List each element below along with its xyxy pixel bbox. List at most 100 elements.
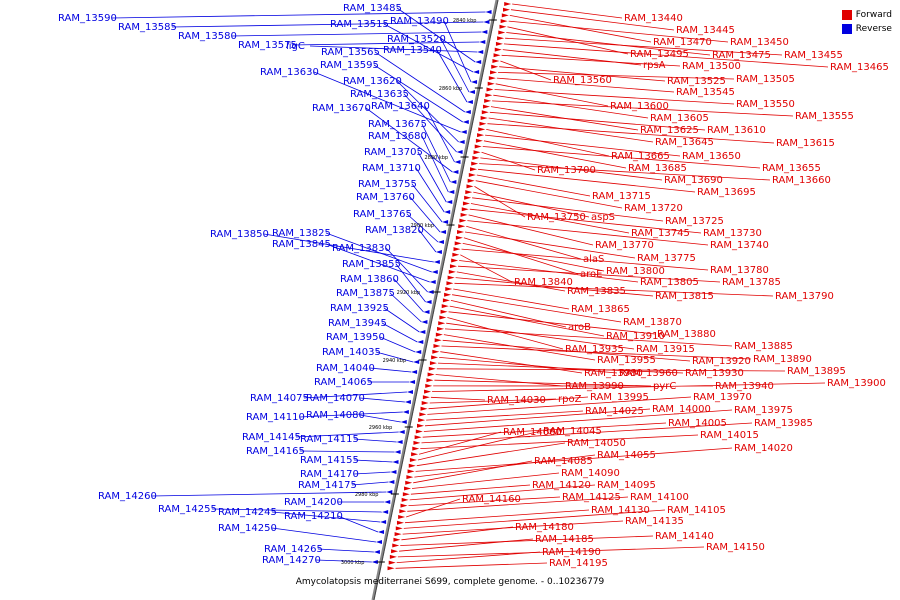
reverse-gene-label: RAM_13675	[368, 119, 427, 130]
scale-tick-label: 2860 kbp	[439, 86, 463, 92]
forward-feature	[439, 315, 447, 320]
reverse-feature	[440, 230, 447, 234]
forward-leader-line	[468, 214, 594, 246]
reverse-feature	[485, 10, 492, 14]
reverse-feature	[442, 220, 449, 224]
reverse-leader-line	[359, 414, 401, 423]
forward-leader-line	[432, 382, 826, 392]
forward-feature	[401, 497, 409, 502]
forward-gene-label: RAM_13545	[676, 87, 735, 98]
forward-feature	[499, 24, 507, 29]
reverse-feature	[446, 200, 453, 204]
reverse-feature	[400, 420, 407, 424]
reverse-leader-line	[379, 336, 416, 353]
forward-gene-label: RAM_14105	[667, 505, 726, 516]
forward-gene-label: RAM_13560	[553, 75, 612, 86]
reverse-leader-line	[231, 31, 482, 37]
reverse-gene-label: RAM_14065	[314, 377, 373, 388]
forward-gene-label: RAM_13730	[703, 228, 762, 239]
forward-gene-label: RAM_14120	[532, 480, 591, 491]
forward-gene-label: RAM_14100	[630, 492, 689, 503]
forward-leader-line	[479, 163, 771, 181]
forward-gene-label: RAM_13785	[722, 277, 781, 288]
reverse-gene-label: RAM_14165	[246, 446, 305, 457]
forward-gene-label: RAM_13920	[692, 356, 751, 367]
forward-gene-label: RAM_13465	[830, 62, 889, 73]
reverse-gene-label: RAM_14110	[246, 412, 305, 423]
forward-leader-line	[442, 339, 691, 362]
forward-feature	[445, 287, 453, 291]
forward-leader-line	[428, 396, 589, 410]
forward-leader-line	[406, 498, 461, 518]
reverse-gene-label: RAM_13635	[350, 89, 409, 100]
forward-feature	[462, 201, 470, 206]
reverse-feature	[375, 540, 382, 544]
forward-gene-label: aroE	[580, 269, 602, 280]
reverse-feature	[477, 50, 484, 54]
forward-leader-line	[475, 180, 623, 209]
forward-gene-label: RAM_13930	[685, 368, 744, 379]
forward-feature	[412, 446, 420, 451]
forward-leader-line	[467, 220, 709, 246]
forward-feature	[470, 167, 478, 172]
forward-feature	[394, 532, 402, 537]
reverse-leader-line	[395, 263, 426, 303]
forward-leader-line	[486, 129, 610, 157]
forward-feature	[453, 247, 461, 252]
reverse-leader-line	[291, 41, 480, 46]
forward-feature	[444, 292, 452, 297]
forward-leader-line	[452, 294, 622, 323]
reverse-leader-line	[381, 322, 418, 343]
forward-feature	[427, 372, 435, 377]
forward-gene-label: RAM_14130	[591, 505, 650, 516]
forward-leader-line	[505, 37, 783, 56]
reverse-feature	[411, 370, 418, 374]
forward-leader-line	[426, 410, 584, 421]
forward-feature	[437, 326, 445, 331]
map-caption: Amycolatopsis mediterranei S699, complet…	[295, 577, 605, 587]
forward-leader-line	[435, 374, 564, 387]
forward-feature	[452, 252, 460, 257]
forward-feature	[457, 230, 465, 234]
forward-leader-line	[396, 551, 541, 563]
forward-gene-label: RAM_13525	[667, 76, 726, 87]
forward-gene-label: RAM_13775	[637, 253, 696, 264]
reverse-feature	[392, 460, 399, 464]
reverse-gene-label: RAM_14170	[300, 469, 359, 480]
reverse-feature	[448, 190, 455, 194]
reverse-leader-line	[303, 391, 407, 399]
forward-leader-line	[404, 509, 590, 524]
forward-leader-line	[508, 20, 729, 43]
forward-gene-label: RAM_14085	[534, 456, 593, 467]
forward-gene-label: RAM_13605	[650, 113, 709, 124]
reverse-feature	[456, 150, 463, 154]
forward-gene-label: RAM_13550	[736, 99, 795, 110]
reverse-gene-label: RAM_13565	[321, 47, 380, 58]
forward-leader-line	[430, 396, 486, 401]
reverse-leader-line	[373, 64, 463, 123]
forward-gene-label: RAM_13600	[610, 101, 669, 112]
reverse-feature	[475, 60, 482, 64]
forward-gene-label: RAM_13790	[775, 291, 834, 302]
reverse-feature	[404, 400, 411, 404]
forward-gene-label: RAM_13910	[606, 331, 665, 342]
forward-leader-line	[500, 60, 552, 81]
forward-feature	[474, 144, 482, 149]
forward-gene-label: RAM_14050	[567, 438, 626, 449]
reverse-leader-line	[351, 481, 389, 486]
forward-gene-label: RAM_13895	[787, 366, 846, 377]
reverse-leader-line	[436, 49, 468, 103]
forward-feature	[398, 515, 406, 519]
reverse-gene-label: RAM_14265	[264, 544, 323, 555]
backbone-line	[371, 0, 499, 600]
reverse-feature	[398, 430, 405, 434]
forward-gene-label: RAM_13915	[636, 344, 695, 355]
forward-leader-line	[407, 496, 629, 512]
forward-feature	[446, 281, 454, 286]
forward-gene-label: alaS	[583, 254, 604, 265]
forward-leader-line	[400, 535, 654, 546]
forward-gene-label: RAM_14185	[535, 534, 594, 545]
reverse-gene-label: RAM_14035	[322, 347, 381, 358]
reverse-leader-line	[359, 397, 405, 403]
